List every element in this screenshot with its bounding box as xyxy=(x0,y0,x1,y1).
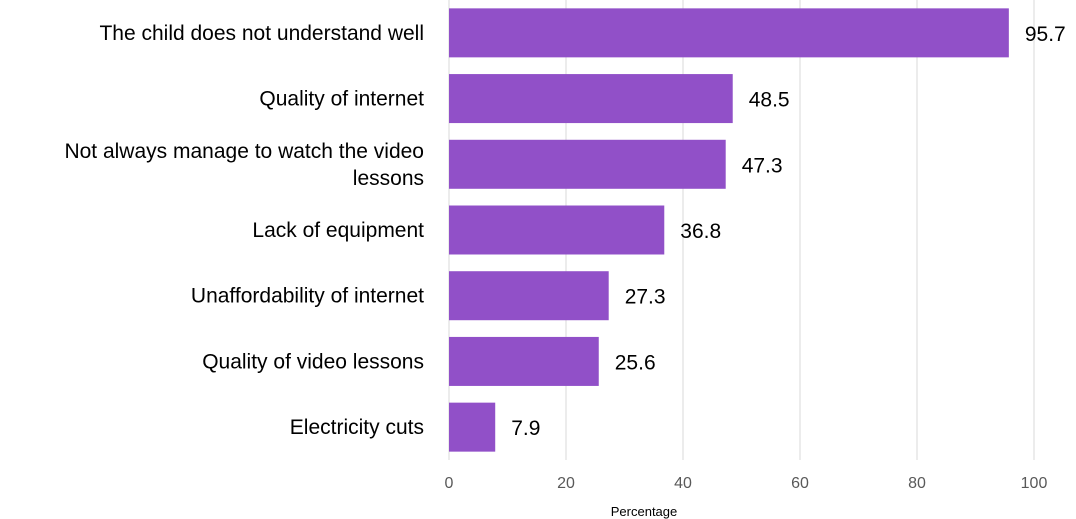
category-label: Lack of equipment xyxy=(252,219,424,242)
category-label: Quality of video lessons xyxy=(202,350,424,373)
category-label: Not always manage to watch the video xyxy=(64,140,424,163)
data-label: 48.5 xyxy=(749,89,790,112)
x-tick-label: 60 xyxy=(791,475,809,492)
data-label: 36.8 xyxy=(680,220,721,243)
value-labels: 95.7 48.5 47.3 36.8 27.3 25.6 7.9 xyxy=(511,23,1066,440)
x-tick-label: 100 xyxy=(1021,475,1048,492)
bar xyxy=(449,8,1009,58)
category-label: Quality of internet xyxy=(259,88,424,111)
x-axis-label: Percentage xyxy=(611,504,678,519)
bar xyxy=(449,205,665,255)
x-tick-label: 20 xyxy=(557,475,575,492)
bar xyxy=(449,74,733,124)
x-tick-label: 40 xyxy=(674,475,692,492)
category-label: lessons xyxy=(353,167,424,190)
bars xyxy=(449,8,1009,452)
category-label: Unaffordability of internet xyxy=(191,285,424,308)
data-label: 7.9 xyxy=(511,417,540,440)
x-axis-ticks: 0 20 40 60 80 100 xyxy=(445,475,1048,492)
bar xyxy=(449,402,496,452)
category-labels: The child does not understand well Qualit… xyxy=(64,22,424,439)
data-label: 95.7 xyxy=(1025,23,1066,46)
x-tick-label: 0 xyxy=(445,475,454,492)
bar xyxy=(449,271,609,321)
bar xyxy=(449,336,599,386)
category-label: The child does not understand well xyxy=(99,22,424,45)
data-label: 47.3 xyxy=(742,154,783,177)
category-label: Electricity cuts xyxy=(290,416,424,439)
x-tick-label: 80 xyxy=(908,475,926,492)
bar xyxy=(449,139,726,189)
data-label: 25.6 xyxy=(615,351,656,374)
data-label: 27.3 xyxy=(625,286,666,309)
